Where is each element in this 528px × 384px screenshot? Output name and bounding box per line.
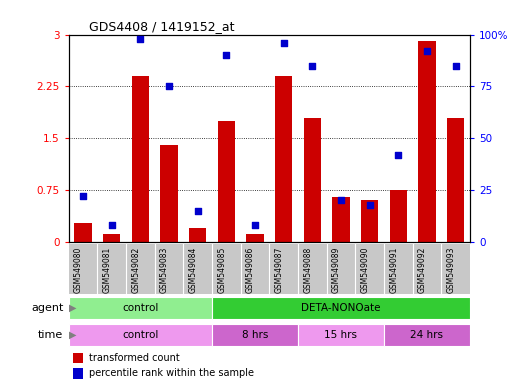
- Text: GSM549082: GSM549082: [131, 247, 140, 293]
- Point: [394, 152, 402, 158]
- Text: GSM549087: GSM549087: [275, 247, 284, 293]
- Bar: [332, 197, 350, 242]
- Text: 8 hrs: 8 hrs: [242, 330, 268, 340]
- Text: control: control: [122, 303, 158, 313]
- Text: GSM549092: GSM549092: [418, 247, 427, 293]
- Text: GSM549083: GSM549083: [160, 247, 169, 293]
- Bar: [131, 76, 149, 242]
- Text: ▶: ▶: [69, 303, 77, 313]
- Text: control: control: [122, 330, 158, 340]
- Point: [251, 222, 259, 228]
- Point: [193, 208, 202, 214]
- Text: ▶: ▶: [69, 330, 77, 340]
- Point: [337, 197, 345, 204]
- Text: GSM549091: GSM549091: [389, 247, 398, 293]
- Bar: [275, 76, 292, 242]
- Text: GDS4408 / 1419152_at: GDS4408 / 1419152_at: [89, 20, 234, 33]
- Point: [451, 63, 460, 69]
- Text: agent: agent: [31, 303, 63, 313]
- Point: [222, 52, 231, 58]
- Bar: [298, 324, 384, 346]
- Bar: [212, 324, 298, 346]
- Bar: [212, 297, 470, 319]
- Bar: [390, 190, 407, 242]
- Bar: [73, 353, 83, 363]
- Text: GSM549084: GSM549084: [188, 247, 197, 293]
- Bar: [74, 223, 91, 242]
- Bar: [418, 41, 436, 242]
- Text: GSM549088: GSM549088: [303, 247, 312, 293]
- Text: transformed count: transformed count: [89, 353, 180, 363]
- Bar: [161, 145, 177, 242]
- Text: percentile rank within the sample: percentile rank within the sample: [89, 368, 254, 378]
- Bar: [304, 118, 321, 242]
- Text: 24 hrs: 24 hrs: [410, 330, 444, 340]
- Point: [308, 63, 316, 69]
- Point: [79, 193, 87, 199]
- Text: GSM549085: GSM549085: [218, 247, 227, 293]
- Text: GSM549090: GSM549090: [361, 247, 370, 293]
- Bar: [103, 233, 120, 242]
- Bar: [384, 324, 470, 346]
- Point: [136, 36, 145, 42]
- Point: [165, 83, 173, 89]
- Bar: [247, 233, 263, 242]
- Point: [107, 222, 116, 228]
- Text: GSM549080: GSM549080: [74, 247, 83, 293]
- Text: GSM549093: GSM549093: [447, 247, 456, 293]
- Text: GSM549081: GSM549081: [102, 247, 111, 293]
- Point: [365, 202, 374, 208]
- Text: GSM549089: GSM549089: [332, 247, 341, 293]
- Text: 15 hrs: 15 hrs: [324, 330, 357, 340]
- Bar: [73, 368, 83, 379]
- Bar: [69, 297, 212, 319]
- Bar: [361, 200, 378, 242]
- Bar: [69, 324, 212, 346]
- Text: DETA-NONOate: DETA-NONOate: [301, 303, 381, 313]
- Point: [423, 48, 431, 54]
- Bar: [447, 118, 464, 242]
- Bar: [218, 121, 235, 242]
- Text: GSM549086: GSM549086: [246, 247, 255, 293]
- Point: [279, 40, 288, 46]
- Bar: [189, 228, 206, 242]
- Text: time: time: [38, 330, 63, 340]
